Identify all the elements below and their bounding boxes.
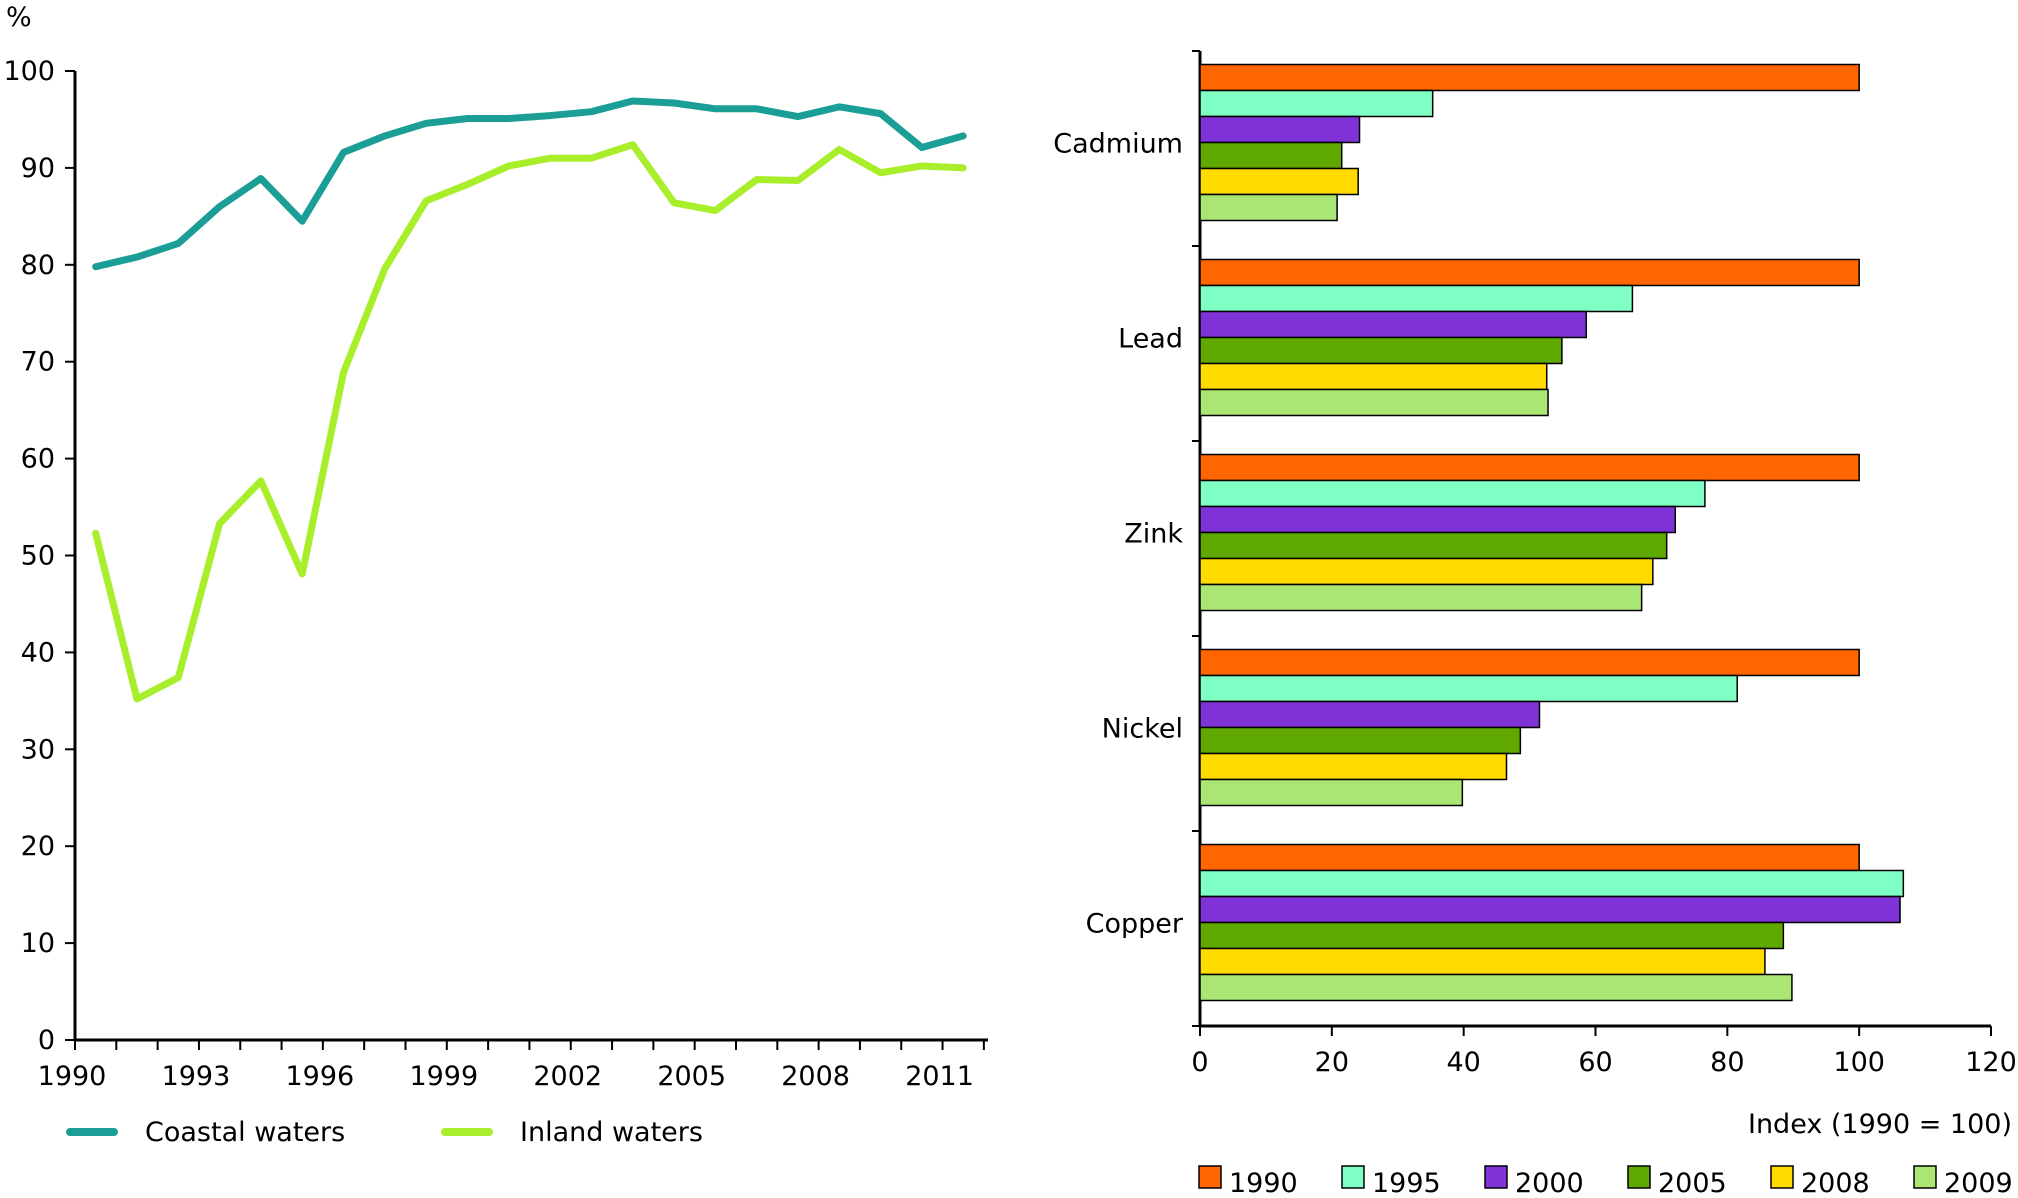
y-tick-label: 70 [21,347,55,378]
bar-copper-1995 [1199,869,1905,898]
bar-copper-2009 [1199,973,1793,1002]
legend-swatch [1913,1165,1937,1189]
bar-copper-2000 [1199,895,1901,924]
x-tick-label: 2008 [781,1061,850,1092]
bar-lead-2000 [1199,310,1588,339]
bar-cadmium-2009 [1199,193,1338,222]
x-tick-label: 2002 [533,1061,602,1092]
y-tick-label: 100 [3,56,55,87]
category-label: Lead [1118,324,1183,355]
category-label: Copper [1086,909,1184,940]
legend-swatch [1770,1165,1794,1189]
x-tick-label: 1996 [286,1061,355,1092]
x-tick-label: 80 [1710,1047,1744,1078]
bar-cadmium-2005 [1199,141,1343,170]
bar-zink-1990 [1199,453,1860,482]
legend-label: Inland waters [520,1117,703,1148]
series-line-inland-waters [92,141,967,703]
y-tick-label: 20 [21,831,55,862]
bar-copper-2005 [1199,921,1785,950]
y-tick-label: 90 [21,153,55,184]
category-label: Cadmium [1053,129,1183,160]
y-axis-label: % [6,2,32,33]
bar-copper-2008 [1199,947,1766,976]
bar-nickel-1990 [1199,648,1860,677]
legend-label: 1990 [1229,1168,1298,1198]
category-label: Nickel [1102,714,1183,745]
bar-chart: 0 20 40 60 80 100 120 Index (1990 = 100) Cadmium… [1053,50,2017,1198]
legend-swatch [1627,1165,1651,1189]
bar-cadmium-1990 [1199,63,1860,92]
y-tick-label: 80 [21,250,55,281]
bar-nickel-2000 [1199,700,1541,729]
x-axis-label: Index (1990 = 100) [1748,1109,2012,1140]
x-tick-label: 20 [1315,1047,1349,1078]
x-tick-label: 1999 [409,1061,478,1092]
y-tick-label: 60 [21,444,55,475]
legend-label: 1995 [1372,1168,1441,1198]
y-tick-label: 50 [21,541,55,572]
bar-cadmium-2008 [1199,167,1359,196]
y-tick-label: 30 [21,734,55,765]
legend-label: Coastal waters [145,1117,345,1148]
legend-label: 2009 [1944,1168,2013,1198]
x-tick-label: 1993 [162,1061,231,1092]
bar-nickel-1995 [1199,674,1738,703]
bar-lead-2009 [1199,388,1549,417]
legend-label: 2000 [1515,1168,1584,1198]
bar-lead-1995 [1199,284,1634,313]
x-tick-label: 1990 [38,1061,107,1092]
bar-lead-1990 [1199,258,1860,287]
bar-nickel-2009 [1199,778,1464,807]
bar-cadmium-1995 [1199,89,1434,118]
bar-nickel-2005 [1199,726,1522,755]
bar-copper-1990 [1199,843,1860,872]
bar-zink-2009 [1199,583,1643,612]
series-line-coastal-waters [92,97,967,271]
x-tick-label: 40 [1446,1047,1480,1078]
y-tick-label: 10 [21,928,55,959]
x-tick-label: 2011 [905,1061,974,1092]
y-tick-label: 40 [21,637,55,668]
line-chart: % 0 10 20 30 40 50 60 70 80 90 100 1990 1993 1996 1999 2… [3,2,988,1148]
bar-zink-1995 [1199,479,1706,508]
bar-zink-2008 [1199,557,1654,586]
x-tick-label: 0 [1191,1047,1208,1078]
bar-zink-2000 [1199,505,1677,534]
legend-swatch [1198,1165,1222,1189]
x-tick-label: 100 [1833,1047,1885,1078]
legend-swatch [1341,1165,1365,1189]
bar-nickel-2008 [1199,752,1508,781]
x-tick-label: 2005 [657,1061,726,1092]
legend-swatch [1484,1165,1508,1189]
x-tick-label: 120 [1965,1047,2017,1078]
bar-zink-2005 [1199,531,1668,560]
x-tick-label: 60 [1578,1047,1612,1078]
bar-lead-2008 [1199,362,1548,391]
bar-lead-2005 [1199,336,1563,365]
legend-label: 2005 [1658,1168,1727,1198]
category-label: Zink [1124,519,1183,550]
bar-cadmium-2000 [1199,115,1361,144]
y-tick-label: 0 [38,1025,55,1056]
legend-label: 2008 [1801,1168,1870,1198]
